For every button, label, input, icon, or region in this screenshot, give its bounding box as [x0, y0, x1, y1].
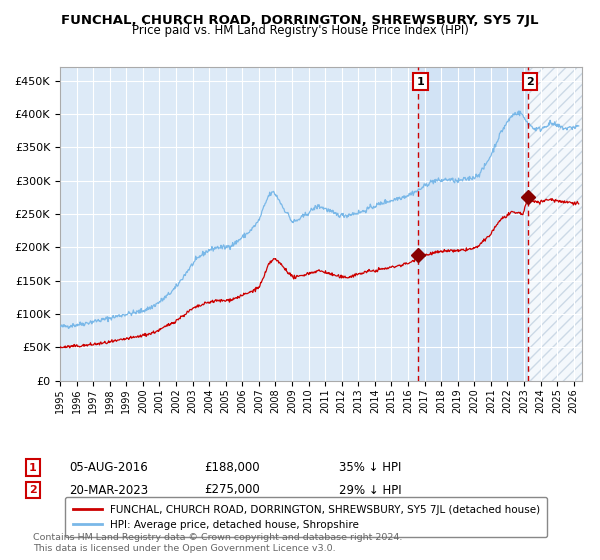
- Text: 1: 1: [29, 463, 37, 473]
- Text: £275,000: £275,000: [204, 483, 260, 497]
- Text: Price paid vs. HM Land Registry's House Price Index (HPI): Price paid vs. HM Land Registry's House …: [131, 24, 469, 37]
- Legend: FUNCHAL, CHURCH ROAD, DORRINGTON, SHREWSBURY, SY5 7JL (detached house), HPI: Ave: FUNCHAL, CHURCH ROAD, DORRINGTON, SHREWS…: [65, 497, 547, 537]
- Text: 1: 1: [416, 77, 424, 87]
- Text: 20-MAR-2023: 20-MAR-2023: [69, 483, 148, 497]
- Bar: [418, 67, 527, 381]
- Text: £188,000: £188,000: [204, 461, 260, 474]
- Text: 29% ↓ HPI: 29% ↓ HPI: [339, 483, 401, 497]
- Text: 35% ↓ HPI: 35% ↓ HPI: [339, 461, 401, 474]
- Bar: [527, 67, 582, 381]
- Text: 2: 2: [29, 485, 37, 495]
- Text: 05-AUG-2016: 05-AUG-2016: [69, 461, 148, 474]
- Text: Contains HM Land Registry data © Crown copyright and database right 2024.
This d: Contains HM Land Registry data © Crown c…: [33, 533, 403, 553]
- Text: FUNCHAL, CHURCH ROAD, DORRINGTON, SHREWSBURY, SY5 7JL: FUNCHAL, CHURCH ROAD, DORRINGTON, SHREWS…: [61, 14, 539, 27]
- Text: 2: 2: [526, 77, 534, 87]
